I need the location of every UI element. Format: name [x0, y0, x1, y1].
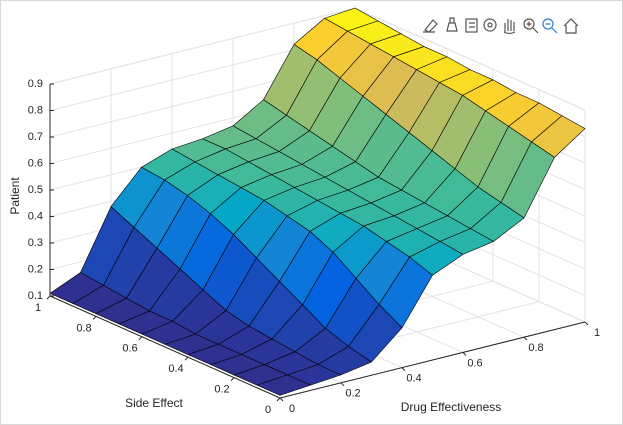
z-tick-label: 0.1: [28, 290, 43, 302]
axes-layer: 00.20.40.60.8100.20.40.60.810.10.20.30.4…: [28, 78, 600, 416]
x-tick: [462, 352, 467, 356]
x-tick-label: 0.8: [528, 342, 543, 354]
zoom-out-tool[interactable]: [542, 18, 558, 34]
y-tick-label: 0: [265, 404, 271, 416]
z-tick-label: 0.6: [28, 157, 43, 169]
y-axis-label: Side Effect: [125, 396, 183, 410]
x-tick-label: 0: [289, 403, 295, 415]
x-tick: [340, 382, 345, 387]
y-tick: [230, 377, 235, 381]
y-tick: [92, 316, 97, 320]
rotate-tool[interactable]: [483, 18, 497, 32]
surface-patch: [256, 374, 311, 396]
surface: [49, 7, 586, 396]
y-tick-label: 0.2: [214, 384, 229, 396]
pan-tool[interactable]: [503, 19, 516, 35]
x-axis-line: [279, 321, 586, 399]
y-axis-line: [49, 295, 281, 399]
y-tick: [138, 336, 143, 341]
z-axis-label: Patient: [8, 177, 22, 215]
y-tick-label: 0.8: [76, 322, 91, 334]
x-tick-label: 0.4: [406, 373, 421, 385]
x-tick: [523, 336, 528, 341]
box-edge: [49, 7, 356, 85]
home-tool[interactable]: [563, 18, 579, 34]
legend-tool[interactable]: [465, 18, 478, 33]
x-tick-label: 0.2: [345, 388, 360, 400]
y-tick-label: 0.6: [122, 343, 137, 355]
z-tick-label: 0.3: [28, 237, 43, 249]
z-tick-label: 0.4: [28, 210, 43, 222]
toolbar: [423, 17, 579, 35]
y-tick: [46, 295, 51, 300]
x-tick-label: 1: [594, 327, 600, 339]
z-tick-label: 0.2: [28, 263, 43, 275]
z-tick-label: 0.5: [28, 184, 43, 196]
y-tick-label: 0.4: [168, 363, 183, 375]
z-tick-label: 0.7: [28, 131, 43, 143]
x-tick: [401, 367, 406, 371]
x-tick-label: 0.6: [467, 357, 482, 369]
x-tick: [584, 321, 589, 326]
zoom-in-tool[interactable]: [523, 18, 539, 34]
box-edge: [354, 7, 586, 111]
x-tick: [279, 397, 284, 402]
z-tick-label: 0.9: [28, 78, 43, 90]
z-tick-label: 0.8: [28, 104, 43, 116]
y-tick: [276, 397, 281, 402]
datatip-tool[interactable]: [446, 17, 458, 32]
brush-tool[interactable]: [423, 19, 438, 33]
y-tick-label: 1: [35, 302, 41, 314]
y-tick: [184, 356, 189, 361]
x-axis-label: Drug Effectiveness: [401, 400, 502, 414]
